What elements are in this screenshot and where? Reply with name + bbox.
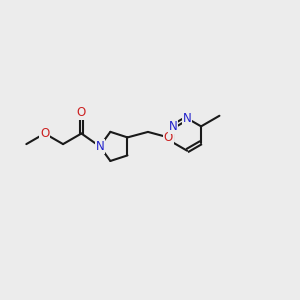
Text: N: N	[169, 120, 177, 133]
Text: O: O	[77, 106, 86, 119]
Text: O: O	[164, 131, 173, 144]
Text: N: N	[95, 140, 104, 153]
Text: N: N	[183, 112, 191, 125]
Text: O: O	[40, 127, 49, 140]
